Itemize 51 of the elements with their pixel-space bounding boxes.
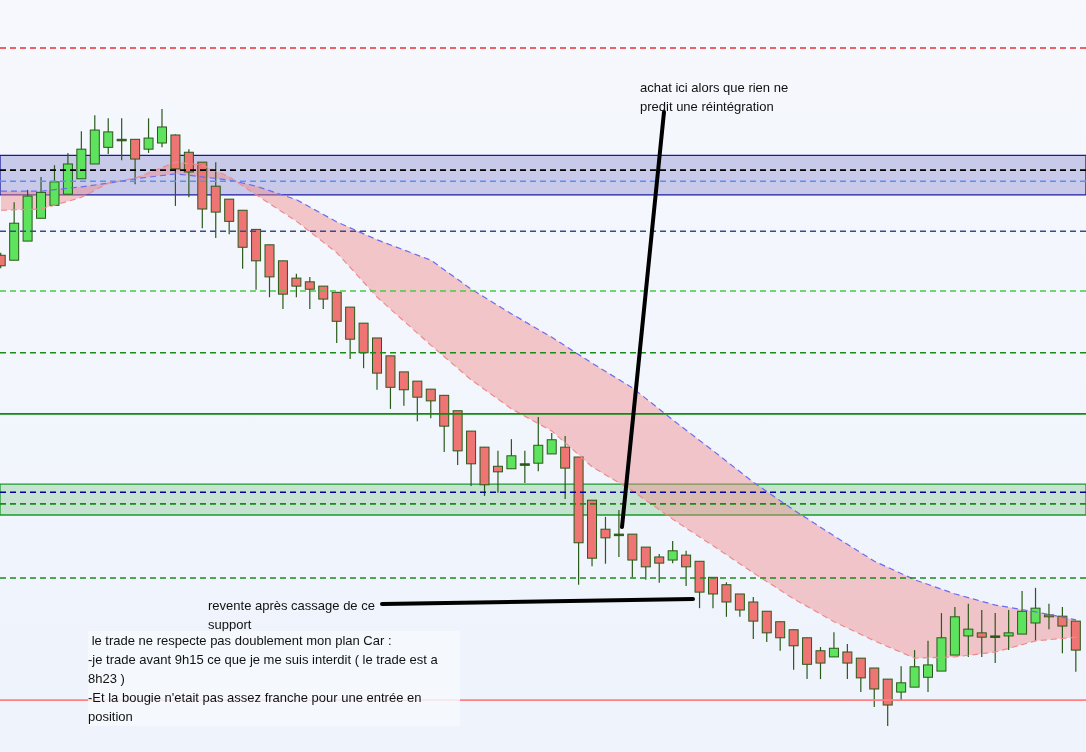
candlestick — [976, 609, 987, 658]
candlestick — [707, 576, 718, 609]
candlestick — [748, 596, 759, 640]
candlestick — [734, 593, 745, 618]
candlestick — [1017, 590, 1028, 635]
candlestick — [721, 581, 732, 618]
annotation: -Et la bougie n'etait pas assez franche pour une entrée en position — [88, 689, 423, 726]
annotation: le trade ne respecte pas doublement mon plan Car : — [90, 632, 393, 650]
candlestick — [855, 657, 866, 693]
candlestick — [291, 273, 302, 298]
annotation: achat ici alors que rien ne predit une réintégration — [640, 79, 790, 116]
candlestick — [533, 416, 544, 472]
candlestick — [412, 380, 423, 422]
candlestick — [909, 649, 920, 688]
candlestick — [546, 432, 557, 455]
candlestick — [492, 450, 503, 494]
candlestick — [761, 610, 772, 643]
candlestick — [667, 540, 678, 564]
annotation: revente après cassage de ce support — [208, 597, 376, 634]
candlestick — [963, 603, 974, 658]
candlestick — [183, 148, 194, 198]
candlestick — [130, 138, 141, 185]
candlestick — [640, 546, 651, 581]
candlestick — [869, 667, 880, 708]
candlestick — [560, 435, 571, 500]
candlestick — [842, 643, 853, 680]
candlestick — [103, 117, 114, 155]
candlestick — [143, 117, 154, 154]
candlestick — [304, 276, 315, 310]
candlestick — [1003, 609, 1014, 651]
candlestick — [613, 509, 624, 558]
candlestick — [398, 371, 409, 407]
candlestick — [600, 516, 611, 565]
candlestick — [775, 621, 786, 652]
candlestick — [681, 550, 692, 587]
candlestick — [828, 631, 839, 658]
candlestick — [654, 553, 665, 584]
candlestick — [788, 628, 799, 671]
candlestick — [923, 640, 934, 693]
candlestick — [519, 450, 530, 484]
candlestick — [425, 388, 436, 419]
candlestick — [49, 164, 60, 206]
candlestick — [1057, 606, 1068, 654]
candlestick — [224, 198, 235, 235]
candlestick — [815, 646, 826, 680]
candlestick — [156, 108, 167, 148]
annotation: -je trade avant 9h15 ce que je me suis interdit ( le trade est a 8h23 ) — [88, 651, 439, 688]
candlestick — [506, 438, 517, 470]
candlestick — [896, 665, 907, 701]
candlestick — [1030, 587, 1041, 642]
candlestick — [990, 612, 1001, 664]
